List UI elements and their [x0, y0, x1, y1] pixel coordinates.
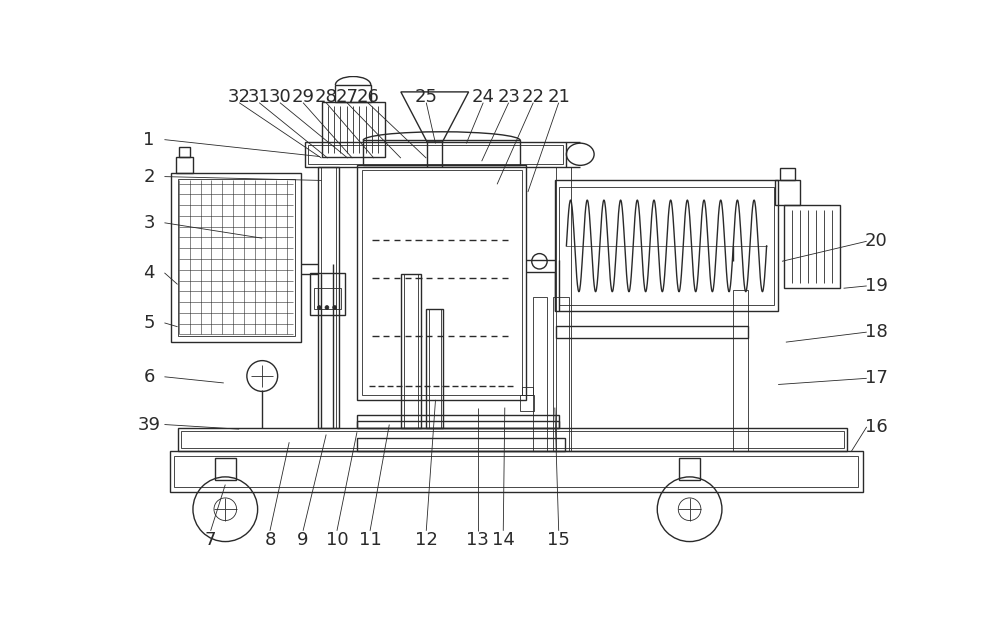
Bar: [357, 165, 526, 400]
Bar: [310, 273, 345, 316]
Bar: [429, 309, 441, 428]
Bar: [426, 309, 443, 428]
Bar: [318, 167, 339, 428]
Text: 4: 4: [143, 264, 155, 282]
Bar: [533, 297, 547, 451]
Text: 25: 25: [415, 88, 438, 105]
Bar: [179, 146, 190, 157]
Bar: [401, 274, 421, 428]
Bar: [775, 180, 800, 205]
Bar: [308, 145, 563, 163]
Text: 32: 32: [228, 88, 251, 105]
Text: 15: 15: [547, 531, 570, 549]
Bar: [780, 168, 795, 180]
Bar: [559, 187, 774, 305]
Text: 26: 26: [356, 88, 379, 105]
Text: 1: 1: [143, 131, 155, 149]
Bar: [322, 102, 385, 157]
Text: 13: 13: [466, 531, 489, 549]
Text: 17: 17: [865, 369, 887, 387]
Text: 30: 30: [269, 88, 291, 105]
Text: 16: 16: [865, 418, 887, 436]
Bar: [679, 458, 700, 480]
Text: 14: 14: [492, 531, 515, 549]
Text: 7: 7: [205, 531, 216, 549]
Text: 19: 19: [865, 277, 887, 295]
Text: 2: 2: [143, 168, 155, 186]
Bar: [362, 170, 522, 395]
Bar: [553, 297, 569, 451]
Text: 10: 10: [326, 531, 348, 549]
Bar: [171, 173, 301, 342]
Bar: [733, 290, 748, 451]
Bar: [357, 421, 559, 428]
Text: 11: 11: [359, 531, 381, 549]
Bar: [404, 274, 418, 428]
Bar: [556, 167, 571, 451]
Bar: [522, 387, 533, 394]
Circle shape: [317, 305, 321, 309]
Bar: [314, 288, 341, 309]
Bar: [784, 205, 840, 288]
Text: 12: 12: [415, 531, 438, 549]
Text: 18: 18: [865, 323, 887, 341]
Text: 28: 28: [315, 88, 338, 105]
Bar: [181, 432, 844, 449]
Bar: [178, 428, 847, 451]
Circle shape: [333, 305, 337, 309]
Text: 5: 5: [143, 314, 155, 332]
Bar: [555, 180, 778, 311]
Bar: [215, 458, 236, 480]
Bar: [170, 451, 863, 492]
Bar: [176, 157, 193, 173]
Bar: [357, 415, 559, 428]
Bar: [178, 179, 295, 336]
Bar: [174, 456, 858, 487]
Text: 21: 21: [547, 88, 570, 105]
Text: 31: 31: [248, 88, 271, 105]
Bar: [321, 167, 336, 428]
Text: 29: 29: [292, 88, 315, 105]
Bar: [556, 326, 748, 338]
Bar: [305, 142, 566, 167]
Text: 20: 20: [865, 232, 887, 251]
Bar: [520, 394, 534, 411]
Text: 27: 27: [335, 88, 358, 105]
Bar: [363, 141, 520, 165]
Bar: [335, 85, 371, 102]
Text: 22: 22: [522, 88, 545, 105]
Circle shape: [325, 305, 329, 309]
Text: 3: 3: [143, 214, 155, 232]
Text: 23: 23: [497, 88, 520, 105]
Text: 8: 8: [264, 531, 276, 549]
Text: 24: 24: [472, 88, 495, 105]
Text: 9: 9: [297, 531, 309, 549]
Bar: [357, 438, 565, 451]
Text: 6: 6: [143, 368, 155, 386]
Text: 39: 39: [138, 416, 161, 433]
